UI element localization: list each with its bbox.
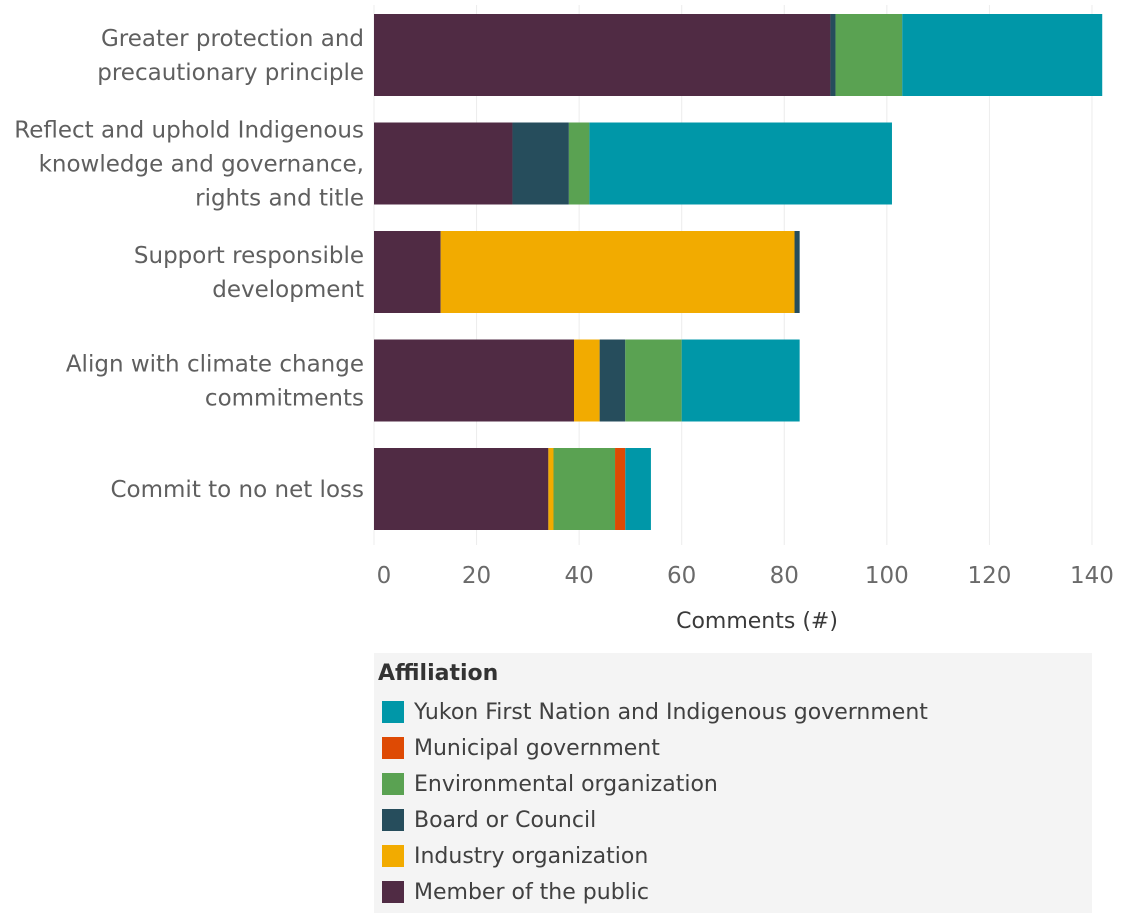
legend-item: Municipal government xyxy=(378,730,1092,766)
legend-item: Yukon First Nation and Indigenous govern… xyxy=(378,694,1092,730)
bar-segment: Environmental organization: 13 xyxy=(835,14,903,96)
legend-items: Yukon First Nation and Indigenous govern… xyxy=(378,694,1092,910)
x-tick-label: 0 xyxy=(377,563,392,589)
legend: Affiliation Yukon First Nation and Indig… xyxy=(374,653,1092,913)
legend-swatch xyxy=(382,845,404,867)
bar-segment: Member of the public: 89 xyxy=(374,14,831,96)
legend-swatch xyxy=(382,737,404,759)
x-axis-ticks: 0 20 40 60 80 100 120 140 xyxy=(377,563,1114,589)
category-label: Align with climate change xyxy=(66,352,364,378)
x-tick-label: 20 xyxy=(462,563,491,589)
x-tick-label: 60 xyxy=(667,563,696,589)
bar-segment: Municipal government: 2 xyxy=(615,448,626,530)
bar-segment: Industry organization: 69 xyxy=(440,231,795,313)
legend-label: Environmental organization xyxy=(414,771,718,797)
category-label: knowledge and governance, xyxy=(39,152,364,178)
bar-segment: Yukon First Nation and Indigenous govern… xyxy=(589,122,892,205)
x-tick-label: 80 xyxy=(770,563,799,589)
bar-segment: Board or Council: 11 xyxy=(512,122,569,205)
bar-segment: Member of the public: 34 xyxy=(374,448,549,530)
category-label: Reflect and uphold Indigenous xyxy=(14,118,364,144)
category-label: precautionary principle xyxy=(97,60,364,86)
category-label: Greater protection and xyxy=(101,26,364,52)
bar-segment: Member of the public: 27 xyxy=(374,122,513,205)
category-label: development xyxy=(212,277,364,303)
bar-segment: Member of the public: 13 xyxy=(374,231,441,313)
legend-label: Yukon First Nation and Indigenous govern… xyxy=(414,699,928,725)
bar-segment: Yukon First Nation and Indigenous govern… xyxy=(902,14,1103,96)
x-tick-label: 40 xyxy=(564,563,593,589)
legend-swatch xyxy=(382,773,404,795)
legend-swatch xyxy=(382,701,404,723)
legend-label: Board or Council xyxy=(414,807,597,833)
bar-segment: Environmental organization: 4 xyxy=(568,122,590,205)
category-labels: Greater protection and precautionary prin… xyxy=(14,26,364,503)
x-axis-title: Comments (#) xyxy=(676,609,838,634)
x-tick-label: 120 xyxy=(967,563,1011,589)
bar-segment: Board or Council: 1 xyxy=(794,231,800,313)
bar-segment: Board or Council: 5 xyxy=(599,339,626,422)
legend-label: Municipal government xyxy=(414,735,660,761)
legend-item: Environmental organization xyxy=(378,766,1092,802)
bar-segment: Environmental organization: 12 xyxy=(553,448,616,530)
x-tick-label: 140 xyxy=(1070,563,1114,589)
bars: Member of the public: 89Board or Council… xyxy=(374,14,1103,530)
legend-swatch xyxy=(382,809,404,831)
bar-segment: Board or Council: 1 xyxy=(830,14,836,96)
legend-title: Affiliation xyxy=(378,661,499,686)
category-label: commitments xyxy=(205,386,364,412)
bar-segment: Industry organization: 1 xyxy=(548,448,554,530)
category-label: Support responsible xyxy=(134,243,364,269)
bar-segment: Environmental organization: 11 xyxy=(625,339,682,422)
legend-item: Member of the public xyxy=(378,874,1092,910)
legend-label: Industry organization xyxy=(414,843,649,869)
category-label: Commit to no net loss xyxy=(110,477,364,503)
stacked-bar-chart: Member of the public: 89Board or Council… xyxy=(14,5,1114,634)
x-tick-label: 100 xyxy=(865,563,909,589)
category-label: rights and title xyxy=(195,186,364,212)
legend-swatch xyxy=(382,881,404,903)
legend-item: Industry organization xyxy=(378,838,1092,874)
legend-label: Member of the public xyxy=(414,879,649,905)
bar-segment: Member of the public: 39 xyxy=(374,339,575,422)
legend-item: Board or Council xyxy=(378,802,1092,838)
bar-segment: Yukon First Nation and Indigenous govern… xyxy=(681,339,800,422)
bar-segment: Yukon First Nation and Indigenous govern… xyxy=(625,448,651,530)
bar-segment: Industry organization: 5 xyxy=(574,339,600,422)
